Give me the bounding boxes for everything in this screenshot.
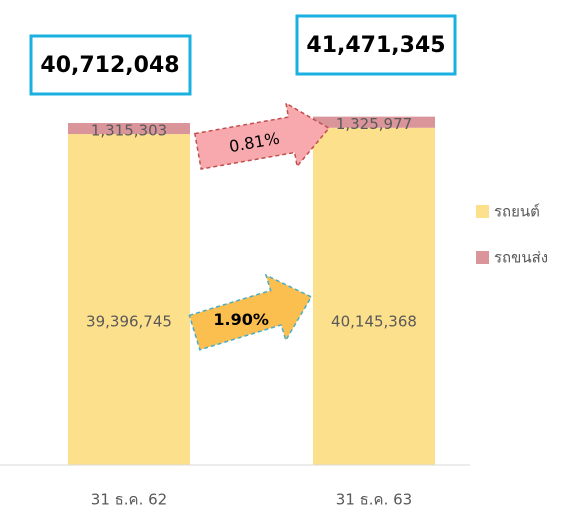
total-box: 40,712,048	[29, 34, 192, 96]
data-label: 1,315,303	[91, 122, 167, 140]
change-arrow: 1.90%	[188, 273, 313, 351]
x-tick-label: 31 ธ.ค. 62	[91, 491, 167, 509]
total-label: 40,712,048	[40, 53, 179, 78]
legend-label: รถขนส่ง	[494, 249, 548, 267]
data-label: 40,145,368	[331, 313, 417, 331]
data-label: 1,325,977	[336, 115, 412, 133]
x-tick-label: 31 ธ.ค. 63	[336, 491, 412, 509]
data-label: 39,396,745	[86, 313, 172, 331]
legend: รถยนต์รถขนส่ง	[476, 203, 548, 267]
total-box: 41,471,345	[295, 14, 457, 76]
bar-segment	[313, 116, 435, 128]
change-label: 1.90%	[213, 310, 269, 329]
legend-swatch	[476, 205, 489, 218]
bar-segment	[68, 123, 190, 135]
bar-segment	[313, 127, 435, 466]
change-arrow: 0.81%	[193, 101, 331, 170]
bars: 39,396,745 1,315,303 31 ธ.ค. 62 40,145,368 1…	[68, 115, 435, 509]
legend-swatch	[476, 251, 489, 264]
bar-segment	[68, 134, 190, 466]
legend-label: รถยนต์	[494, 203, 540, 221]
total-label: 41,471,345	[306, 33, 445, 58]
